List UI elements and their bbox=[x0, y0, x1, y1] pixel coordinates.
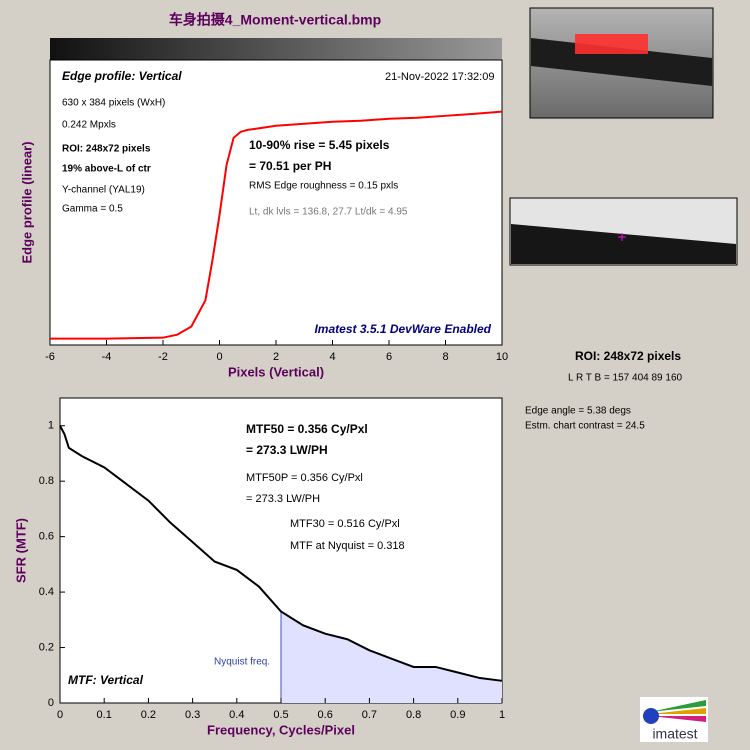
annotation: RMS Edge roughness = 0.15 pxls bbox=[249, 181, 398, 192]
y-tick-label: 0.8 bbox=[39, 475, 54, 487]
series-line bbox=[59, 425, 503, 682]
x-tick-label: 0.6 bbox=[318, 709, 333, 721]
y-tick-label: 0.6 bbox=[39, 531, 54, 543]
nyquist-fill bbox=[281, 611, 502, 703]
x-tick-label: 0.8 bbox=[406, 709, 421, 721]
thumbnail-1 bbox=[529, 7, 714, 119]
x-tick-label: 0.7 bbox=[362, 709, 377, 721]
logo: imatest bbox=[640, 697, 708, 742]
x-tick-label: 6 bbox=[386, 351, 392, 363]
x-tick-label: 8 bbox=[442, 351, 448, 363]
x-tick-label: 0.2 bbox=[141, 709, 156, 721]
annotation: 630 x 384 pixels (WxH) bbox=[62, 98, 165, 109]
annotation: = 273.3 LW/PH bbox=[246, 493, 320, 505]
contrast: Estm. chart contrast = 24.5 bbox=[525, 421, 645, 432]
annotation: ROI: 248x72 pixels bbox=[62, 144, 151, 155]
y-tick-label: 0.4 bbox=[39, 586, 54, 598]
y-tick-label: 0.2 bbox=[39, 641, 54, 653]
x-tick-label: 0.9 bbox=[450, 709, 465, 721]
edge-angle: Edge angle = 5.38 degs bbox=[525, 406, 631, 417]
annotation: MTF30 = 0.516 Cy/Pxl bbox=[290, 518, 400, 530]
x-tick-label: 4 bbox=[329, 351, 335, 363]
x-tick-label: 0.4 bbox=[229, 709, 244, 721]
annotation: 19% above-L of ctr bbox=[62, 164, 151, 175]
y-tick-label: 1 bbox=[48, 420, 54, 432]
lrtb-text: L R T B = 157 404 89 160 bbox=[568, 373, 683, 384]
y-tick-label: 0 bbox=[48, 697, 54, 709]
x-axis-label: Frequency, Cycles/Pixel bbox=[207, 722, 355, 737]
x-tick-label: -6 bbox=[45, 351, 55, 363]
annotation: 0.242 Mpxls bbox=[62, 120, 116, 131]
y-axis-label: Edge profile (linear) bbox=[19, 141, 34, 263]
annotation: MTF: Vertical bbox=[68, 673, 144, 687]
annotation: 10-90% rise = 5.45 pixels bbox=[249, 138, 390, 152]
x-axis-label: Pixels (Vertical) bbox=[228, 364, 324, 379]
roi-text: ROI: 248x72 pixels bbox=[575, 349, 681, 363]
series-line bbox=[50, 110, 503, 340]
annotation: MTF50 = 0.356 Cy/Pxl bbox=[246, 422, 368, 436]
annotation: Y-channel (YAL19) bbox=[62, 185, 145, 196]
annotation: MTF50P = 0.356 Cy/Pxl bbox=[246, 472, 363, 484]
annotation: Nyquist freq. bbox=[214, 657, 270, 668]
annotation: Lt, dk lvls = 136.8, 27.7 Lt/dk = 4.95 bbox=[249, 207, 408, 218]
thumbnail-2 bbox=[509, 197, 738, 266]
x-tick-label: -2 bbox=[158, 351, 168, 363]
logo-text: imatest bbox=[652, 726, 697, 742]
gradient-bar bbox=[50, 38, 502, 60]
annotation: Gamma = 0.5 bbox=[62, 204, 123, 215]
annotation: MTF at Nyquist = 0.318 bbox=[290, 540, 405, 552]
y-axis-label: SFR (MTF) bbox=[13, 518, 28, 583]
x-tick-label: 0.5 bbox=[273, 709, 288, 721]
annotation: = 273.3 LW/PH bbox=[246, 443, 328, 457]
x-tick-label: 0 bbox=[216, 351, 222, 363]
page-title: 车身拍摄4_Moment-vertical.bmp bbox=[169, 12, 381, 28]
x-tick-label: 10 bbox=[496, 351, 508, 363]
plot-area bbox=[49, 59, 503, 346]
x-tick-label: -4 bbox=[102, 351, 112, 363]
annotation: = 70.51 per PH bbox=[249, 159, 331, 173]
x-tick-label: 2 bbox=[273, 351, 279, 363]
x-tick-label: 1 bbox=[499, 709, 505, 721]
annotation: Imatest 3.5.1 DevWare Enabled bbox=[314, 322, 491, 336]
x-tick-label: 0.1 bbox=[97, 709, 112, 721]
annotation: Edge profile: Vertical bbox=[62, 69, 182, 83]
x-tick-label: 0.3 bbox=[185, 709, 200, 721]
annotation: 21-Nov-2022 17:32:09 bbox=[385, 71, 494, 83]
x-tick-label: 0 bbox=[57, 709, 63, 721]
